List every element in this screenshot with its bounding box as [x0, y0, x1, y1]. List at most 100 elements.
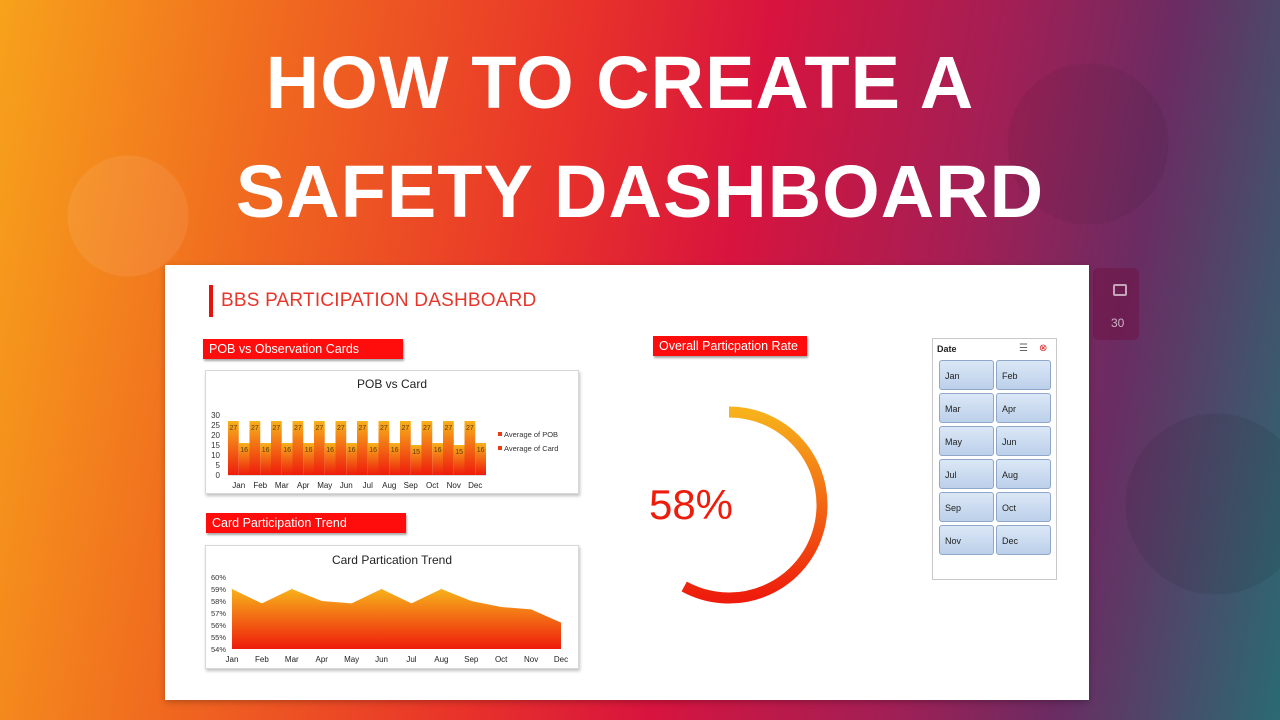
x-tick-label: Mar	[285, 655, 299, 664]
x-tick-label: Jul	[406, 655, 416, 664]
slicer-item-aug[interactable]: Aug	[996, 459, 1051, 489]
area-point	[351, 602, 353, 604]
trend-chart-card[interactable]: Card Partication Trend 54% 55% 56% 57% 58% 59%…	[205, 545, 579, 669]
slicer-item-feb[interactable]: Feb	[996, 360, 1051, 390]
y-tick-label: 20	[211, 431, 220, 440]
legend-label: Average of POB	[504, 430, 558, 439]
area-point	[470, 600, 472, 602]
bar-pob	[271, 421, 282, 475]
y-tick-label: 54%	[211, 645, 226, 654]
x-tick-label: Apr	[297, 481, 310, 490]
y-tick-label: 56%	[211, 621, 226, 630]
bar-card	[281, 443, 293, 475]
x-tick-label: May	[344, 655, 359, 664]
bar-card	[432, 443, 443, 475]
bar-card	[260, 443, 271, 475]
data-label: 16	[240, 447, 248, 454]
data-label: 27	[294, 425, 302, 432]
side-widget-number: 30	[1111, 316, 1125, 330]
data-label: 27	[466, 425, 474, 432]
y-tick-label: 0	[216, 471, 221, 480]
data-label: 27	[423, 425, 431, 432]
y-tick-label: 25	[211, 421, 220, 430]
area-point	[321, 600, 323, 602]
legend-swatch	[498, 446, 502, 450]
data-label: 16	[283, 447, 291, 454]
x-tick-label: Oct	[426, 481, 439, 490]
data-label: 16	[305, 447, 313, 454]
legend-swatch	[498, 432, 502, 436]
data-label: 27	[380, 425, 388, 432]
bar-card	[410, 445, 422, 475]
area-point	[231, 588, 233, 590]
bar-card	[346, 443, 357, 475]
slicer-item-dec[interactable]: Dec	[996, 525, 1051, 555]
data-label: 27	[315, 425, 323, 432]
bar-pob	[357, 421, 368, 475]
bar-pob	[400, 421, 411, 475]
x-tick-label: Jun	[375, 655, 388, 664]
bar-pob	[335, 421, 347, 475]
x-tick-label: May	[317, 481, 332, 490]
data-label: 27	[229, 425, 237, 432]
x-tick-label: Jun	[340, 481, 353, 490]
bar-card	[453, 445, 465, 475]
bar-card	[475, 443, 486, 475]
hero-title-line1: HOW TO CREATE A	[265, 41, 975, 124]
bar-pob	[314, 421, 325, 475]
x-tick-label: Aug	[434, 655, 448, 664]
y-tick-label: 55%	[211, 633, 226, 642]
bar-card	[238, 443, 250, 475]
print-icon	[1113, 284, 1127, 296]
slicer-item-jan[interactable]: Jan	[939, 360, 994, 390]
data-label: 27	[272, 425, 280, 432]
slicer-item-oct[interactable]: Oct	[996, 492, 1051, 522]
slicer-item-mar[interactable]: Mar	[939, 393, 994, 423]
x-tick-label: Feb	[255, 655, 269, 664]
x-tick-label: Jan	[232, 481, 245, 490]
x-tick-label: Feb	[253, 481, 267, 490]
bar-card	[324, 443, 336, 475]
bar-pob	[378, 421, 390, 475]
x-tick-label: Aug	[382, 481, 396, 490]
area-point	[440, 588, 442, 590]
pob-section-label: POB vs Observation Cards	[203, 339, 403, 359]
slicer-item-jun[interactable]: Jun	[996, 426, 1051, 456]
slicer-item-apr[interactable]: Apr	[996, 393, 1051, 423]
x-tick-label: Dec	[468, 481, 482, 490]
y-tick-label: 57%	[211, 609, 226, 618]
data-label: 27	[337, 425, 345, 432]
slicer-title: Date	[937, 344, 957, 354]
chart-title: POB vs Card	[357, 377, 427, 391]
rate-section-label: Overall Particpation Rate	[653, 336, 807, 356]
data-label: 16	[477, 447, 485, 454]
trend-section-label: Card Participation Trend	[206, 513, 406, 533]
area-point	[500, 606, 502, 608]
multi-select-icon[interactable]: ☰	[1019, 343, 1028, 354]
area-point	[410, 602, 412, 604]
trend-chart: Card Partication Trend 54% 55% 56% 57% 58% 59%…	[211, 553, 568, 664]
slicer-item-sep[interactable]: Sep	[939, 492, 994, 522]
data-label: 16	[391, 447, 399, 454]
area-series	[232, 589, 561, 649]
x-tick-label: Mar	[275, 481, 289, 490]
bar-pob	[443, 421, 454, 475]
slicer-item-nov[interactable]: Nov	[939, 525, 994, 555]
data-label: 15	[455, 449, 463, 456]
bar-pob	[228, 421, 239, 475]
side-widget[interactable]: 30	[1093, 268, 1139, 340]
bar-pob	[421, 421, 433, 475]
data-label: 16	[326, 447, 334, 454]
pob-chart: POB vs Card0510152025302716Jan2716Feb271…	[211, 377, 558, 490]
area-point	[261, 602, 263, 604]
clear-filter-icon[interactable]: ⊗	[1039, 343, 1048, 354]
pob-chart-card[interactable]: POB vs Card 0 5 10 15 20 25 30 27 16 Jan 27 16 Feb 27 1…	[205, 370, 579, 494]
y-tick-label: 15	[211, 441, 220, 450]
slicer-item-may[interactable]: May	[939, 426, 994, 456]
date-slicer: Date ☰ ⊗ Jan Feb Mar Apr May Jun Jul Aug Sep Oct N…	[932, 338, 1057, 580]
hero-title-line2: SAFETY DASHBOARD	[235, 150, 1045, 233]
x-tick-label: Nov	[447, 481, 461, 490]
x-tick-label: Jul	[363, 481, 373, 490]
bar-card	[389, 443, 400, 475]
slicer-item-jul[interactable]: Jul	[939, 459, 994, 489]
